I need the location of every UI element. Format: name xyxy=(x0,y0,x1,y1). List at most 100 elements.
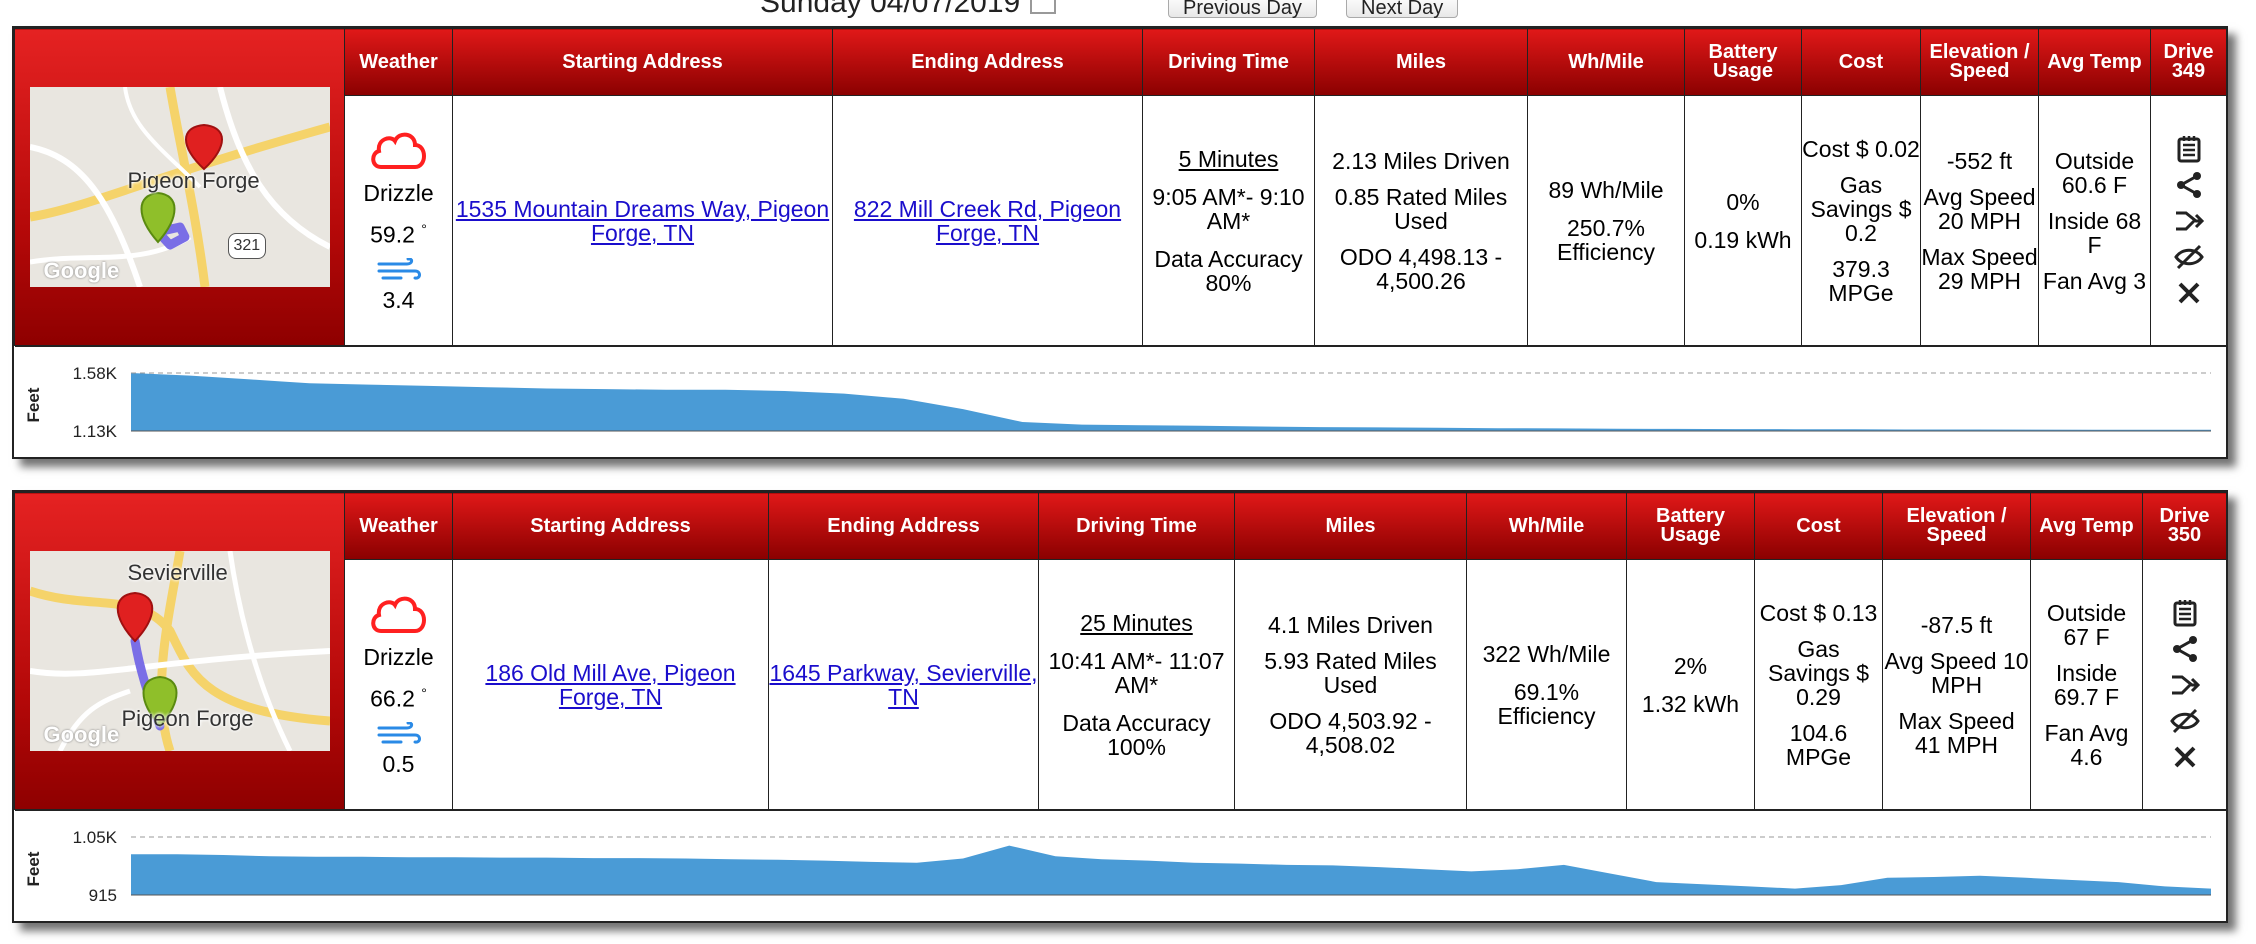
header-cost: Cost xyxy=(1801,28,1921,96)
odometer: ODO 4,498.13 - 4,500.26 xyxy=(1339,243,1503,294)
rated-miles: 5.93 Rated Miles Used xyxy=(1264,647,1437,698)
avg-speed: Avg Speed 20 MPH xyxy=(1923,183,2036,234)
efficiency: 250.7% Efficiency xyxy=(1556,214,1655,265)
wh-per-mile: 322 Wh/Mile xyxy=(1482,640,1611,667)
notes-icon[interactable] xyxy=(2174,134,2204,164)
header-drive-number: Drive 349 xyxy=(2150,28,2227,96)
cost-cell: Cost $ 0.13 Gas Savings $ 0.29 104.6 MPG… xyxy=(1754,559,1883,810)
notes-icon[interactable] xyxy=(2170,598,2200,628)
previous-day-button[interactable]: Previous Day xyxy=(1168,0,1317,19)
elevation-change: -552 ft xyxy=(1946,147,2013,174)
drive-table: Sevierville Pigeon Forge Google Weather … xyxy=(14,492,2227,921)
google-logo: Google xyxy=(43,722,120,747)
hide-icon[interactable] xyxy=(2169,706,2200,736)
google-logo: Google xyxy=(43,258,120,283)
gas-savings: Gas Savings $ 0.2 xyxy=(1810,171,1912,246)
elevation-chart-svg: 1.05K 915 Feet xyxy=(24,828,2211,905)
time-range: 10:41 AM*- 11:07 AM* xyxy=(1048,647,1225,698)
elevation-area xyxy=(130,373,2211,431)
wind-icon xyxy=(377,257,421,280)
delete-icon[interactable] xyxy=(2174,278,2204,308)
elevation-speed-cell: -87.5 ft Avg Speed 10 MPH Max Speed 41 M… xyxy=(1882,559,2031,810)
header-ending-address: Ending Address xyxy=(832,28,1143,96)
y-tick-label-top: 1.05K xyxy=(72,828,117,847)
cloud-icon xyxy=(370,596,426,633)
miles-cell: 4.1 Miles Driven 5.93 Rated Miles Used O… xyxy=(1234,559,1467,810)
actions-cell xyxy=(2150,95,2227,346)
battery-percent: 0% xyxy=(1726,188,1760,215)
fan-avg: Fan Avg 3 xyxy=(2042,267,2147,294)
weather-condition: Drizzle xyxy=(363,179,434,206)
share-icon[interactable] xyxy=(2174,170,2204,200)
share-icon[interactable] xyxy=(2170,634,2200,664)
y-axis-label: Feet xyxy=(24,851,43,886)
header-miles: Miles xyxy=(1314,28,1528,96)
hide-icon[interactable] xyxy=(2173,242,2204,272)
y-tick-label-bottom: 1.13K xyxy=(72,422,117,441)
map-town-label-bottom: Pigeon Forge xyxy=(121,706,254,731)
inside-temp: Inside 69.7 F xyxy=(2053,659,2120,710)
ending-address-link[interactable]: 1645 Parkway, Sevierville, TN xyxy=(769,659,1038,710)
delete-icon[interactable] xyxy=(2170,742,2200,772)
mpge: 379.3 MPGe xyxy=(1828,255,1894,306)
map-town-label-top: Sevierville xyxy=(127,560,228,585)
route-map-cell: Sevierville Pigeon Forge Google xyxy=(14,492,345,810)
drive-card: Pigeon Forge 321 Google Weather Starting… xyxy=(12,26,2228,459)
duration[interactable]: 5 Minutes xyxy=(1178,145,1279,172)
wh-mile-cell: 89 Wh/Mile 250.7% Efficiency xyxy=(1527,95,1685,346)
weather-cell: Drizzle 59.2 ° 3.4 xyxy=(344,95,453,346)
rated-miles: 0.85 Rated Miles Used xyxy=(1334,183,1508,234)
header-wh-mile: Wh/Mile xyxy=(1466,492,1627,560)
data-accuracy: Data Accuracy 100% xyxy=(1062,709,1211,760)
miles-driven: 4.1 Miles Driven xyxy=(1268,611,1433,638)
header-starting-address: Starting Address xyxy=(452,492,769,560)
drive-card: Sevierville Pigeon Forge Google Weather … xyxy=(12,490,2228,923)
header-weather: Weather xyxy=(344,28,453,96)
trip-cost: Cost $ 0.02 xyxy=(1802,135,1920,162)
calendar-icon[interactable] xyxy=(1030,0,1057,15)
actions-cell xyxy=(2142,559,2227,810)
data-accuracy: Data Accuracy 80% xyxy=(1154,245,1303,296)
miles-driven: 2.13 Miles Driven xyxy=(1332,147,1510,174)
battery-kwh: 0.19 kWh xyxy=(1694,226,1792,253)
header-wh-mile: Wh/Mile xyxy=(1527,28,1685,96)
header-miles: Miles xyxy=(1234,492,1467,560)
max-speed: Max Speed 41 MPH xyxy=(1898,707,2015,758)
elevation-chart: 1.58K 1.13K Feet xyxy=(14,346,2227,457)
elevation-area xyxy=(130,845,2211,895)
starting-address-link[interactable]: 1535 Mountain Dreams Way, Pigeon Forge, … xyxy=(455,195,830,246)
driving-time-cell: 25 Minutes 10:41 AM*- 11:07 AM* Data Acc… xyxy=(1038,559,1235,810)
y-tick-label-bottom: 915 xyxy=(88,886,116,905)
battery-percent: 2% xyxy=(1673,652,1708,679)
header-weather: Weather xyxy=(344,492,453,560)
battery-cell: 0% 0.19 kWh xyxy=(1684,95,1802,346)
header-avg-temp: Avg Temp xyxy=(2030,492,2143,560)
highway-badge: 321 xyxy=(227,233,267,259)
weather-condition: Drizzle xyxy=(363,643,434,670)
date-title: Sunday 04/07/2019 xyxy=(760,0,1057,20)
weather-temp: 66.2 xyxy=(370,685,415,712)
elevation-change: -87.5 ft xyxy=(1920,611,1993,638)
wh-mile-cell: 322 Wh/Mile 69.1% Efficiency xyxy=(1466,559,1627,810)
avg-speed: Avg Speed 10 MPH xyxy=(1884,647,2029,698)
weather-cell: Drizzle 66.2 ° 0.5 xyxy=(344,559,453,810)
next-day-button[interactable]: Next Day xyxy=(1346,0,1459,19)
wind-icon xyxy=(377,721,421,744)
route-map[interactable]: Pigeon Forge 321 Google xyxy=(29,87,330,287)
degree-symbol: ° xyxy=(421,684,427,701)
elevation-speed-cell: -552 ft Avg Speed 20 MPH Max Speed 29 MP… xyxy=(1920,95,2039,346)
wind-speed: 0.5 xyxy=(382,751,415,778)
header-battery-usage: Battery Usage xyxy=(1626,492,1755,560)
elevation-chart-svg: 1.58K 1.13K Feet xyxy=(24,364,2211,441)
starting-address-link[interactable]: 186 Old Mill Ave, Pigeon Forge, TN xyxy=(485,659,736,710)
route-map[interactable]: Sevierville Pigeon Forge Google xyxy=(29,551,330,751)
ending-address-link[interactable]: 822 Mill Creek Rd, Pigeon Forge, TN xyxy=(853,195,1122,246)
merge-icon[interactable] xyxy=(2170,670,2200,700)
avg-temp-cell: Outside 60.6 F Inside 68 F Fan Avg 3 xyxy=(2038,95,2151,346)
cloud-icon xyxy=(370,132,426,169)
fan-avg: Fan Avg 4.6 xyxy=(2044,719,2129,770)
header-ending-address: Ending Address xyxy=(768,492,1039,560)
duration[interactable]: 25 Minutes xyxy=(1080,609,1193,636)
merge-icon[interactable] xyxy=(2174,206,2204,236)
elevation-chart: 1.05K 915 Feet xyxy=(14,810,2227,921)
